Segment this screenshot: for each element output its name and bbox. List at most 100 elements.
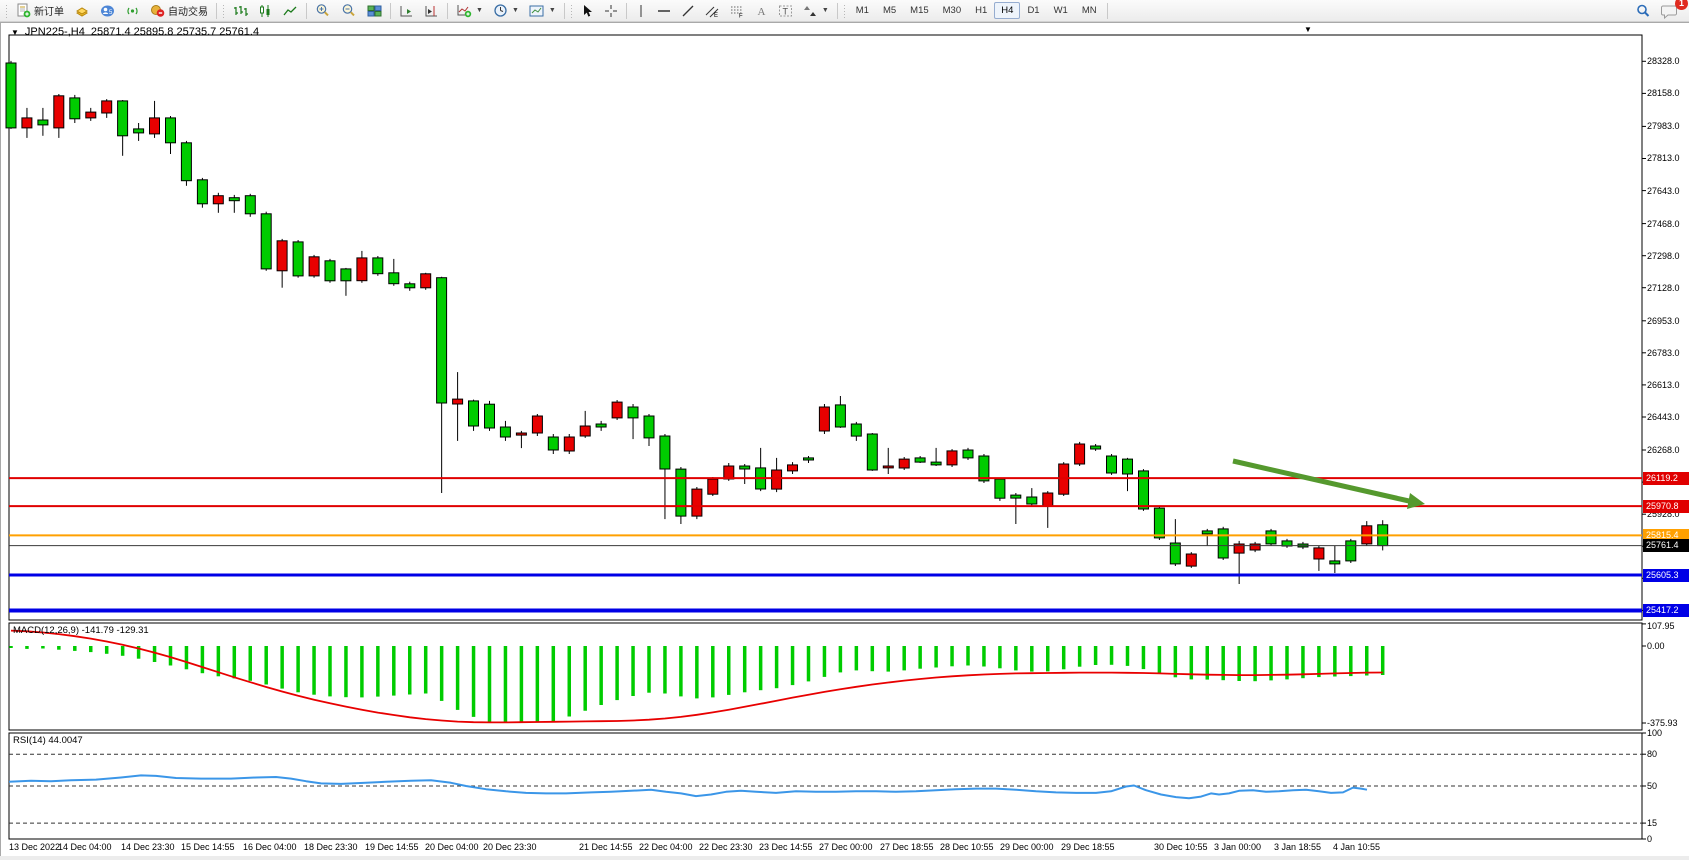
- auto-trading-button[interactable]: 自动交易: [145, 1, 213, 20]
- time-label: 19 Dec 14:55: [365, 842, 419, 852]
- macd-label: MACD(12,26,9) -141.79 -129.31: [13, 625, 149, 636]
- line-chart-button[interactable]: [278, 1, 303, 20]
- candlestick-chart-button[interactable]: [253, 1, 278, 20]
- price-tick-label: 27983.0: [1647, 121, 1680, 131]
- chart-shift-button[interactable]: [419, 1, 444, 20]
- text-label-icon: T: [778, 4, 793, 18]
- templates-icon: [529, 4, 545, 18]
- chart-menu-icon[interactable]: ▼: [1304, 25, 1312, 34]
- templates-button[interactable]: ▼: [524, 1, 561, 20]
- text-button[interactable]: A: [750, 1, 773, 20]
- chevron-down-icon: ▼: [511, 7, 519, 14]
- zoom-out-button[interactable]: [336, 1, 362, 20]
- svg-text:E: E: [714, 13, 718, 18]
- chart-title: ▼ JPN225-,H4 25871.4 25895.8 25735.7 257…: [11, 26, 259, 38]
- timeframe-M30[interactable]: M30: [942, 5, 962, 16]
- time-label: 29 Dec 00:00: [1000, 842, 1054, 852]
- price-tick-label: 25928.0: [1647, 509, 1680, 519]
- time-label: 27 Dec 18:55: [880, 842, 934, 852]
- search-button[interactable]: [1630, 1, 1656, 20]
- rsi-axis-label: 0: [1647, 834, 1653, 844]
- time-label: 14 Dec 04:00: [58, 842, 112, 852]
- text-label-button[interactable]: T: [773, 1, 798, 20]
- search-icon: [1635, 3, 1651, 19]
- market-button[interactable]: [69, 1, 95, 20]
- crosshair-button[interactable]: [599, 1, 623, 20]
- equidistant-channel-icon: E: [705, 4, 720, 18]
- toolbar-grip: [5, 3, 9, 18]
- rsi-axis-label: 15: [1647, 818, 1658, 828]
- trendline-button[interactable]: [676, 1, 700, 20]
- mql5-community-button[interactable]: 5: [95, 1, 120, 20]
- rsi-axis-label: 100: [1647, 728, 1663, 738]
- trendline-icon: [681, 4, 695, 18]
- time-label: 18 Dec 23:30: [304, 842, 358, 852]
- chart-plot-area[interactable]: [9, 35, 1642, 620]
- new-order-button[interactable]: 新订单: [11, 1, 69, 20]
- price-tick-label: 26953.0: [1647, 316, 1680, 326]
- price-line-label: 26119.2: [1643, 472, 1689, 485]
- timeframe-M5[interactable]: M5: [882, 5, 897, 16]
- chevron-down-icon: ▼: [548, 7, 556, 14]
- timeframe-H1[interactable]: H1: [975, 5, 988, 16]
- mql5-community-icon: 5: [100, 4, 115, 18]
- time-label: 23 Dec 14:55: [759, 842, 813, 852]
- macd-axis-label: 0.00: [1647, 641, 1665, 651]
- periods-button[interactable]: ▼: [488, 1, 524, 20]
- timeframe-group: M1 M5 M15 M30 H1 H4 D1 W1 MN: [849, 2, 1104, 19]
- chat-button[interactable]: 1: [1656, 0, 1688, 20]
- timeframe-M15[interactable]: M15: [910, 5, 929, 16]
- time-label: 28 Dec 10:55: [940, 842, 994, 852]
- svg-text:T: T: [782, 6, 788, 16]
- zoom-in-icon: [315, 3, 331, 18]
- price-line-label: 25605.3: [1643, 569, 1689, 582]
- price-line-label: 25970.8: [1643, 500, 1689, 513]
- shapes-button[interactable]: ▼: [798, 1, 834, 20]
- auto-scroll-button[interactable]: [394, 1, 419, 20]
- bars-chart-button[interactable]: [228, 1, 253, 20]
- chart-ohlc: 25871.4 25895.8 25735.7 25761.4: [90, 26, 260, 38]
- fibonacci-button[interactable]: F: [725, 1, 750, 20]
- vertical-line-icon: [635, 4, 647, 18]
- time-label: 13 Dec 2022: [9, 842, 61, 852]
- gold-bar-icon: [74, 4, 90, 18]
- time-label: 15 Dec 14:55: [181, 842, 235, 852]
- auto-trading-icon: [150, 3, 165, 18]
- signals-button[interactable]: [120, 1, 145, 20]
- price-tick-label: 27298.0: [1647, 251, 1680, 261]
- tile-windows-icon: [367, 4, 382, 18]
- macd-axis-label: -375.93: [1647, 718, 1678, 728]
- timeframe-D1[interactable]: D1: [1027, 5, 1040, 16]
- equidistant-channel-button[interactable]: E: [700, 1, 725, 20]
- price-tick-label: 26613.0: [1647, 380, 1680, 390]
- indicators-button[interactable]: ▼: [451, 1, 488, 20]
- timeframe-H4[interactable]: H4: [994, 2, 1021, 19]
- time-label: 29 Dec 18:55: [1061, 842, 1115, 852]
- auto-trading-label: 自动交易: [168, 7, 208, 18]
- price-line-label: 25417.2: [1643, 604, 1689, 617]
- time-label: 3 Jan 18:55: [1274, 842, 1322, 852]
- timeframe-MN[interactable]: MN: [1081, 5, 1097, 16]
- time-label: 3 Jan 00:00: [1214, 842, 1262, 852]
- chart-window: ▼ JPN225-,H4 25871.4 25895.8 25735.7 257…: [0, 22, 1689, 856]
- tile-windows-button[interactable]: [362, 1, 387, 20]
- auto-scroll-icon: [399, 4, 414, 18]
- zoom-in-button[interactable]: [310, 1, 336, 20]
- vertical-line-button[interactable]: [630, 1, 652, 20]
- cursor-button[interactable]: [576, 1, 599, 20]
- toolbar: 新订单 5 自动交易: [0, 0, 1689, 22]
- price-tick-label: 27813.0: [1647, 153, 1680, 163]
- price-tick-label: 27468.0: [1647, 219, 1680, 229]
- text-icon: A: [755, 4, 768, 18]
- price-tick-label: 27128.0: [1647, 283, 1680, 293]
- timeframe-W1[interactable]: W1: [1053, 5, 1068, 16]
- chevron-down-icon: ▼: [476, 7, 483, 14]
- timeframe-M1[interactable]: M1: [855, 5, 869, 16]
- svg-text:5: 5: [109, 10, 113, 16]
- time-label: 20 Dec 23:30: [483, 842, 537, 852]
- time-label: 21 Dec 14:55: [579, 842, 633, 852]
- horizontal-line-button[interactable]: [652, 1, 676, 20]
- candlestick-chart-icon: [258, 4, 273, 18]
- cursor-icon: [581, 4, 594, 18]
